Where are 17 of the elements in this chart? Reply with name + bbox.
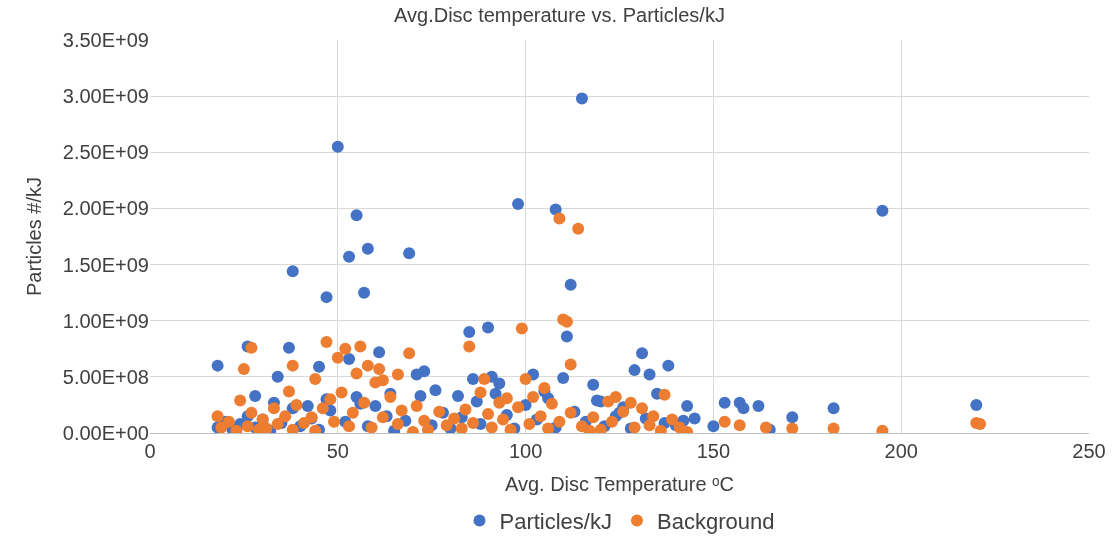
x-tick-label: 250 bbox=[1072, 440, 1106, 462]
y-tick-label: 1.00E+09 bbox=[62, 309, 149, 332]
y-tick-label: 5.00E+08 bbox=[62, 365, 149, 388]
x-axis-title: Avg. Disc Temperature ᵒC bbox=[504, 472, 735, 495]
x-tick-label: 150 bbox=[696, 440, 731, 462]
y-axis-title: Particles #/kJ bbox=[23, 177, 46, 296]
x-tick-label: 100 bbox=[508, 440, 543, 462]
chart-title: Avg.Disc temperature vs. Particles/kJ bbox=[394, 4, 725, 27]
y-tick-label: 3.50E+09 bbox=[62, 29, 149, 51]
legend-label: Particles/kJ bbox=[499, 509, 612, 535]
y-tick-label: 2.50E+09 bbox=[62, 141, 149, 164]
x-tick-label: 200 bbox=[884, 440, 918, 462]
x-tick-label: 50 bbox=[326, 440, 349, 462]
legend-label: Background bbox=[656, 509, 775, 535]
y-tick-label: 1.50E+09 bbox=[62, 253, 149, 276]
y-tick-label: 2.00E+09 bbox=[62, 197, 149, 220]
y-tick-label: 3.00E+09 bbox=[62, 85, 149, 108]
